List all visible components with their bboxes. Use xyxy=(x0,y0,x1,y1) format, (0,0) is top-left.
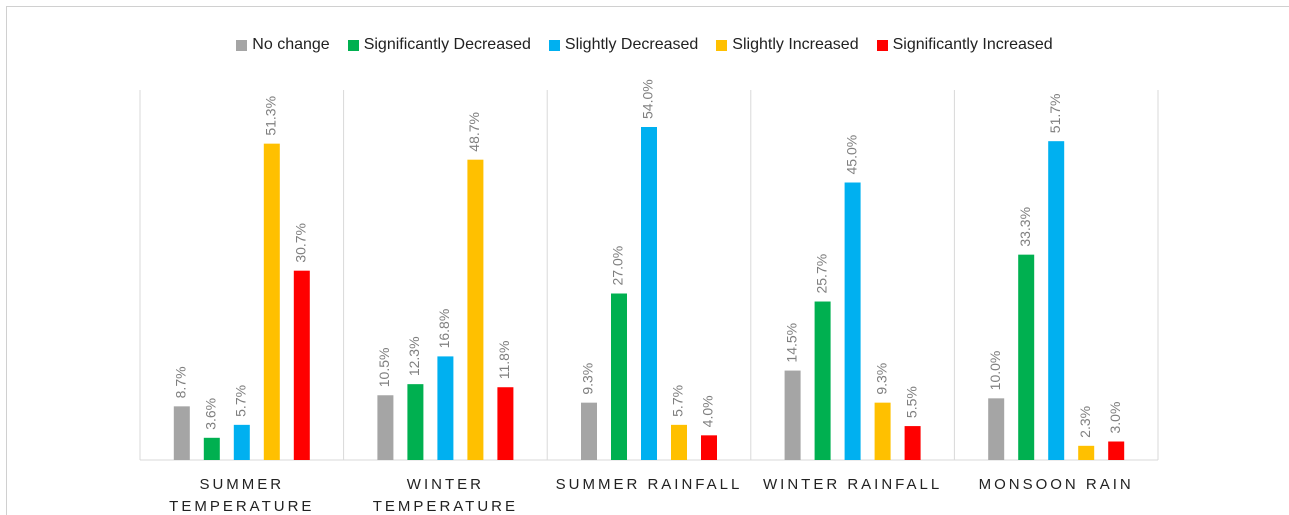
category-label: SUMMER RAINFALL xyxy=(555,476,743,493)
category-label: WINTER TEMPERATURE xyxy=(372,476,518,515)
category-label: WINTER RAINFALL xyxy=(763,476,943,493)
value-label: 27.0% xyxy=(610,246,626,286)
value-label: 51.3% xyxy=(263,96,279,136)
value-label: 3.6% xyxy=(203,398,219,430)
legend-swatch xyxy=(347,39,359,51)
legend-swatch xyxy=(236,39,248,51)
value-label: 30.7% xyxy=(293,223,309,263)
bar xyxy=(904,426,921,460)
bar xyxy=(263,143,280,460)
bar xyxy=(203,437,220,460)
value-label: 12.3% xyxy=(406,336,422,376)
value-label: 51.7% xyxy=(1047,93,1063,133)
legend-label: Significantly Increased xyxy=(892,36,1053,53)
value-label: 14.5% xyxy=(783,323,799,363)
value-label: 16.8% xyxy=(436,309,452,349)
bar xyxy=(1108,441,1125,460)
bar xyxy=(1078,445,1095,460)
legend-item: Slightly Decreased xyxy=(548,36,699,54)
bar xyxy=(814,301,831,460)
legend-item: No change xyxy=(236,36,330,54)
value-label: 3.0% xyxy=(1107,402,1123,434)
category-label: SUMMER TEMPERATURE xyxy=(169,476,315,515)
bar xyxy=(1018,254,1035,460)
bar xyxy=(377,395,394,460)
legend-swatch xyxy=(548,39,560,51)
bar xyxy=(611,293,627,460)
value-label: 9.3% xyxy=(580,363,596,395)
value-label: 10.5% xyxy=(376,348,392,388)
bar xyxy=(641,127,657,460)
bar xyxy=(293,270,310,460)
value-label: 5.7% xyxy=(233,385,249,417)
value-label: 4.0% xyxy=(700,395,716,427)
bar xyxy=(497,387,514,460)
value-label: 10.0% xyxy=(987,351,1003,391)
bar xyxy=(1048,141,1065,460)
bar xyxy=(467,159,484,460)
bar xyxy=(173,406,190,460)
value-label: 33.3% xyxy=(1017,207,1033,247)
legend-swatch xyxy=(716,39,728,51)
legend: No change Significantly Decreased Slightly… xyxy=(0,36,1289,54)
legend-swatch xyxy=(876,39,888,51)
frame xyxy=(6,6,1289,515)
bar xyxy=(581,402,597,460)
value-label: 9.3% xyxy=(873,363,889,395)
bar xyxy=(671,424,687,460)
value-label: 11.8% xyxy=(496,341,512,380)
value-label: 5.7% xyxy=(670,385,686,417)
bar xyxy=(701,435,717,460)
category-label: MONSOON RAIN xyxy=(978,476,1134,493)
value-label: 5.5% xyxy=(903,386,919,418)
bar xyxy=(233,424,250,460)
bar xyxy=(844,182,861,460)
legend-label: Significantly Decreased xyxy=(363,36,531,53)
legend-item: Significantly Increased xyxy=(876,36,1053,54)
value-label: 48.7% xyxy=(466,112,482,152)
bar xyxy=(784,370,801,460)
value-label: 2.3% xyxy=(1077,406,1093,438)
legend-label: No change xyxy=(252,36,330,53)
legend-label: Slightly Decreased xyxy=(564,36,699,53)
bar xyxy=(437,356,454,460)
bar xyxy=(407,384,424,460)
bar xyxy=(874,402,891,460)
value-label: 25.7% xyxy=(813,254,829,294)
value-label: 8.7% xyxy=(173,366,189,398)
legend-label: Slightly Increased xyxy=(732,36,859,53)
value-label: 54.0% xyxy=(640,79,656,119)
legend-item: Slightly Increased xyxy=(716,36,859,54)
bar xyxy=(988,398,1005,460)
legend-item: Significantly Decreased xyxy=(347,36,531,54)
value-label: 45.0% xyxy=(843,135,859,175)
